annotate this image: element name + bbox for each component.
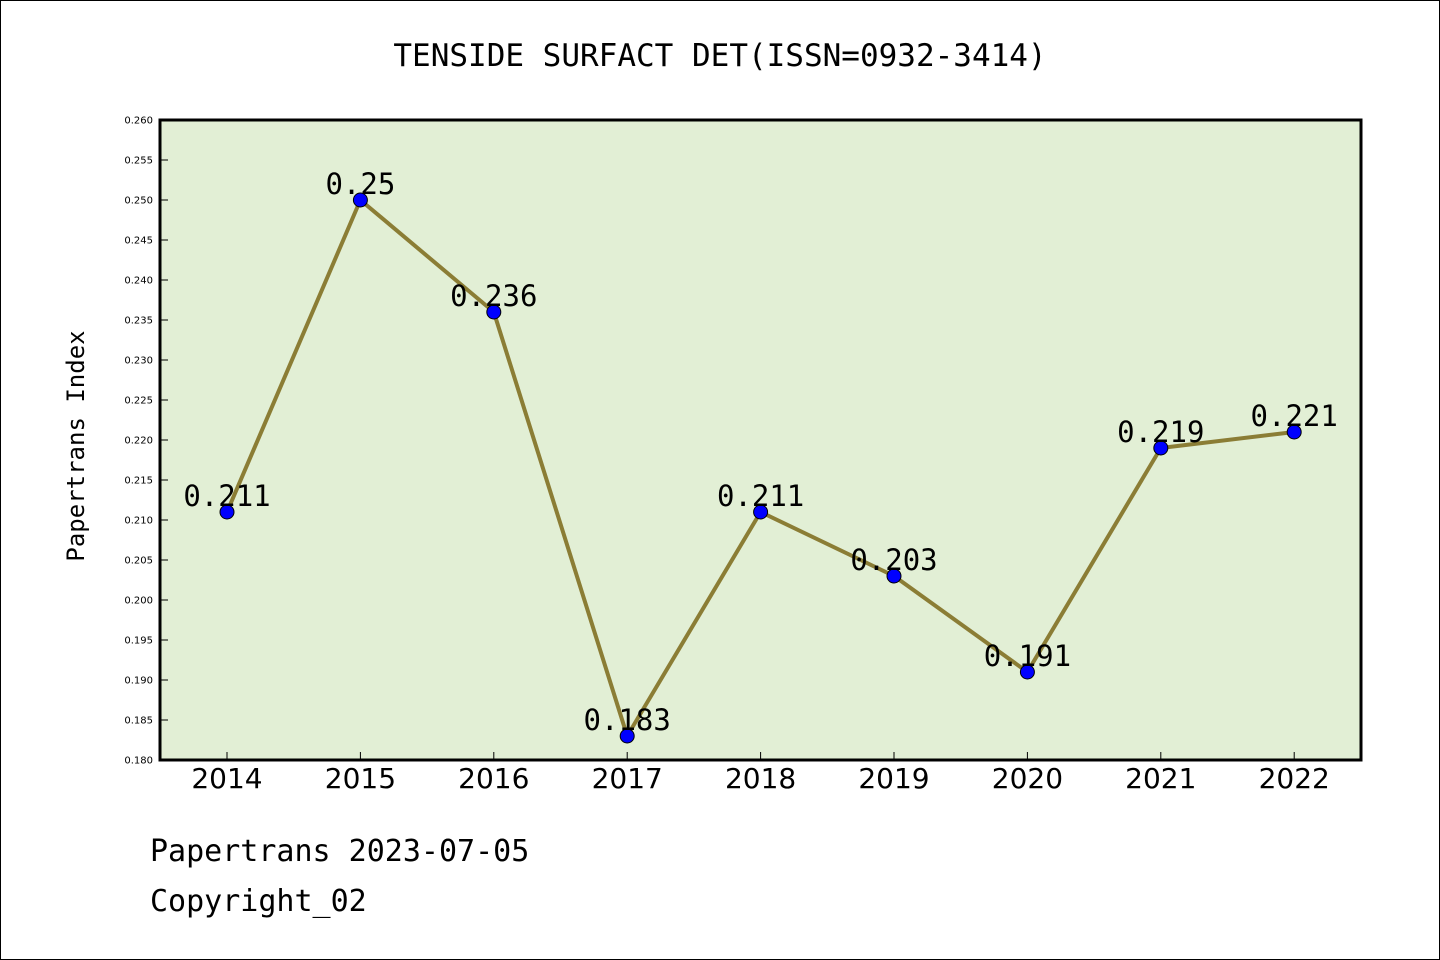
data-label: 0.183 <box>584 703 671 737</box>
x-tick-label: 2022 <box>1259 762 1330 795</box>
x-tick-label: 2021 <box>1125 762 1196 795</box>
x-tick-label: 2016 <box>458 762 529 795</box>
y-tick-label: 0.195 <box>124 636 153 647</box>
plot-border <box>158 118 1363 762</box>
y-tick-label: 0.180 <box>124 756 153 767</box>
x-tick-label: 2019 <box>858 762 929 795</box>
data-label: 0.211 <box>717 479 804 513</box>
y-tick-label: 0.240 <box>124 276 153 287</box>
data-labels: 0.211 0.25 0.236 0.183 0.211 0.203 0.191 0.219 0… <box>183 167 1338 737</box>
data-markers <box>219 192 1302 744</box>
y-tick-label: 0.260 <box>124 116 153 127</box>
x-tick-label: 2020 <box>992 762 1063 795</box>
y-tick-label: 0.230 <box>124 356 153 367</box>
x-tick-label: 2017 <box>592 762 663 795</box>
data-point <box>486 304 502 320</box>
data-point <box>619 728 635 744</box>
y-axis: 0.180 0.185 0.190 0.195 0.200 0.205 0.210 0.215… <box>124 116 168 767</box>
y-tick-label: 0.250 <box>124 196 153 207</box>
x-tick-label: 2015 <box>325 762 396 795</box>
data-point <box>219 504 235 520</box>
x-tick-label: 2014 <box>191 762 262 795</box>
y-tick-label: 0.245 <box>124 236 153 247</box>
data-label: 0.25 <box>325 167 395 201</box>
y-tick-label: 0.215 <box>124 476 153 487</box>
data-point <box>1019 664 1035 680</box>
data-label: 0.219 <box>1117 415 1204 449</box>
data-label: 0.203 <box>850 543 937 577</box>
data-label: 0.191 <box>984 639 1071 673</box>
y-tick-label: 0.225 <box>124 396 153 407</box>
data-point <box>352 192 368 208</box>
y-tick-label: 0.220 <box>124 436 153 447</box>
y-tick-label: 0.255 <box>124 156 153 167</box>
footer-copyright: Copyright_02 <box>150 884 367 919</box>
y-tick-label: 0.210 <box>124 516 153 527</box>
y-tick-label: 0.200 <box>124 596 153 607</box>
y-tick-label: 0.185 <box>124 716 153 727</box>
data-label: 0.211 <box>183 479 270 513</box>
data-point <box>886 568 902 584</box>
data-point <box>1153 440 1169 456</box>
plot-area <box>160 120 1361 760</box>
x-axis: 2014 2015 2016 2017 2018 2019 2020 2021 2022 <box>191 752 1330 795</box>
data-point <box>753 504 769 520</box>
chart-title: TENSIDE SURFACT DET(ISSN=0932-3414) <box>393 38 1046 74</box>
data-label: 0.221 <box>1251 399 1338 433</box>
footer-date: Papertrans 2023-07-05 <box>150 834 530 869</box>
x-tick-label: 2018 <box>725 762 796 795</box>
y-tick-label: 0.235 <box>124 316 153 327</box>
y-axis-label: Papertrans Index <box>62 330 90 561</box>
y-tick-label: 0.190 <box>124 676 153 687</box>
data-point <box>1286 424 1302 440</box>
data-label: 0.236 <box>450 279 537 313</box>
y-tick-label: 0.205 <box>124 556 153 567</box>
